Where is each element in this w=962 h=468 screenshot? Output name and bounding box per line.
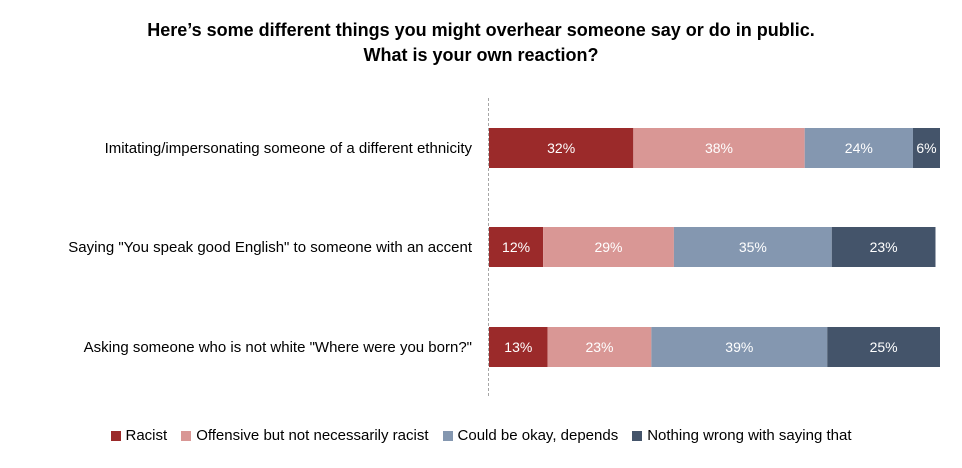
bar-segment (633, 128, 805, 168)
bar-segment (489, 128, 634, 168)
chart-title: Here’s some different things you might o… (0, 18, 962, 68)
bar-segment (912, 128, 940, 168)
legend-item: Offensive but not necessarily racist (181, 427, 429, 444)
bar-segment (804, 128, 913, 168)
data-label: 13% (504, 339, 532, 355)
bar-segment (547, 327, 652, 367)
legend-label: Nothing wrong with saying that (647, 427, 852, 444)
data-label: 29% (594, 239, 622, 255)
legend-swatch (181, 430, 192, 441)
legend-item: Racist (110, 427, 168, 444)
category-label: Saying "You speak good English" to someo… (68, 239, 473, 256)
chart-title-line-1: Here’s some different things you might o… (147, 20, 815, 40)
bar-segment (651, 327, 828, 367)
bar-segment (489, 327, 548, 367)
legend-label: Could be okay, depends (457, 427, 619, 444)
chart-title-line-2: What is your own reaction? (363, 45, 599, 65)
data-label: 35% (739, 239, 767, 255)
data-label: 39% (725, 339, 753, 355)
bar-segment (827, 327, 940, 367)
bar-segment (489, 227, 544, 267)
data-label: 38% (705, 140, 733, 156)
data-label: 12% (502, 239, 530, 255)
legend: Racist Offensive but not necessarily raci… (0, 427, 962, 445)
data-label: 6% (916, 140, 936, 156)
bar-segment (543, 227, 674, 267)
legend-item: Nothing wrong with saying that (632, 427, 851, 444)
data-label: 25% (870, 339, 898, 355)
data-label: 23% (870, 239, 898, 255)
legend-label: Offensive but not necessarily racist (196, 427, 429, 444)
data-label: 24% (845, 140, 873, 156)
category-label: Asking someone who is not white "Where w… (84, 339, 472, 356)
legend-swatch (442, 430, 453, 441)
bar-segment (831, 227, 936, 267)
legend-label: Racist (125, 427, 168, 444)
legend-swatch (110, 430, 121, 441)
data-label: 32% (547, 140, 575, 156)
bar-segment (673, 227, 832, 267)
data-label: 23% (585, 339, 613, 355)
legend-item: Could be okay, depends (442, 427, 619, 444)
bars-group: 32% 38% 24% 6% 12% 29% 35% 23% 13% 23% 39% 25% (489, 128, 940, 367)
legend-swatch (632, 430, 643, 441)
category-labels: Imitating/impersonating someone of a dif… (68, 140, 473, 356)
category-label: Imitating/impersonating someone of a dif… (105, 140, 473, 157)
